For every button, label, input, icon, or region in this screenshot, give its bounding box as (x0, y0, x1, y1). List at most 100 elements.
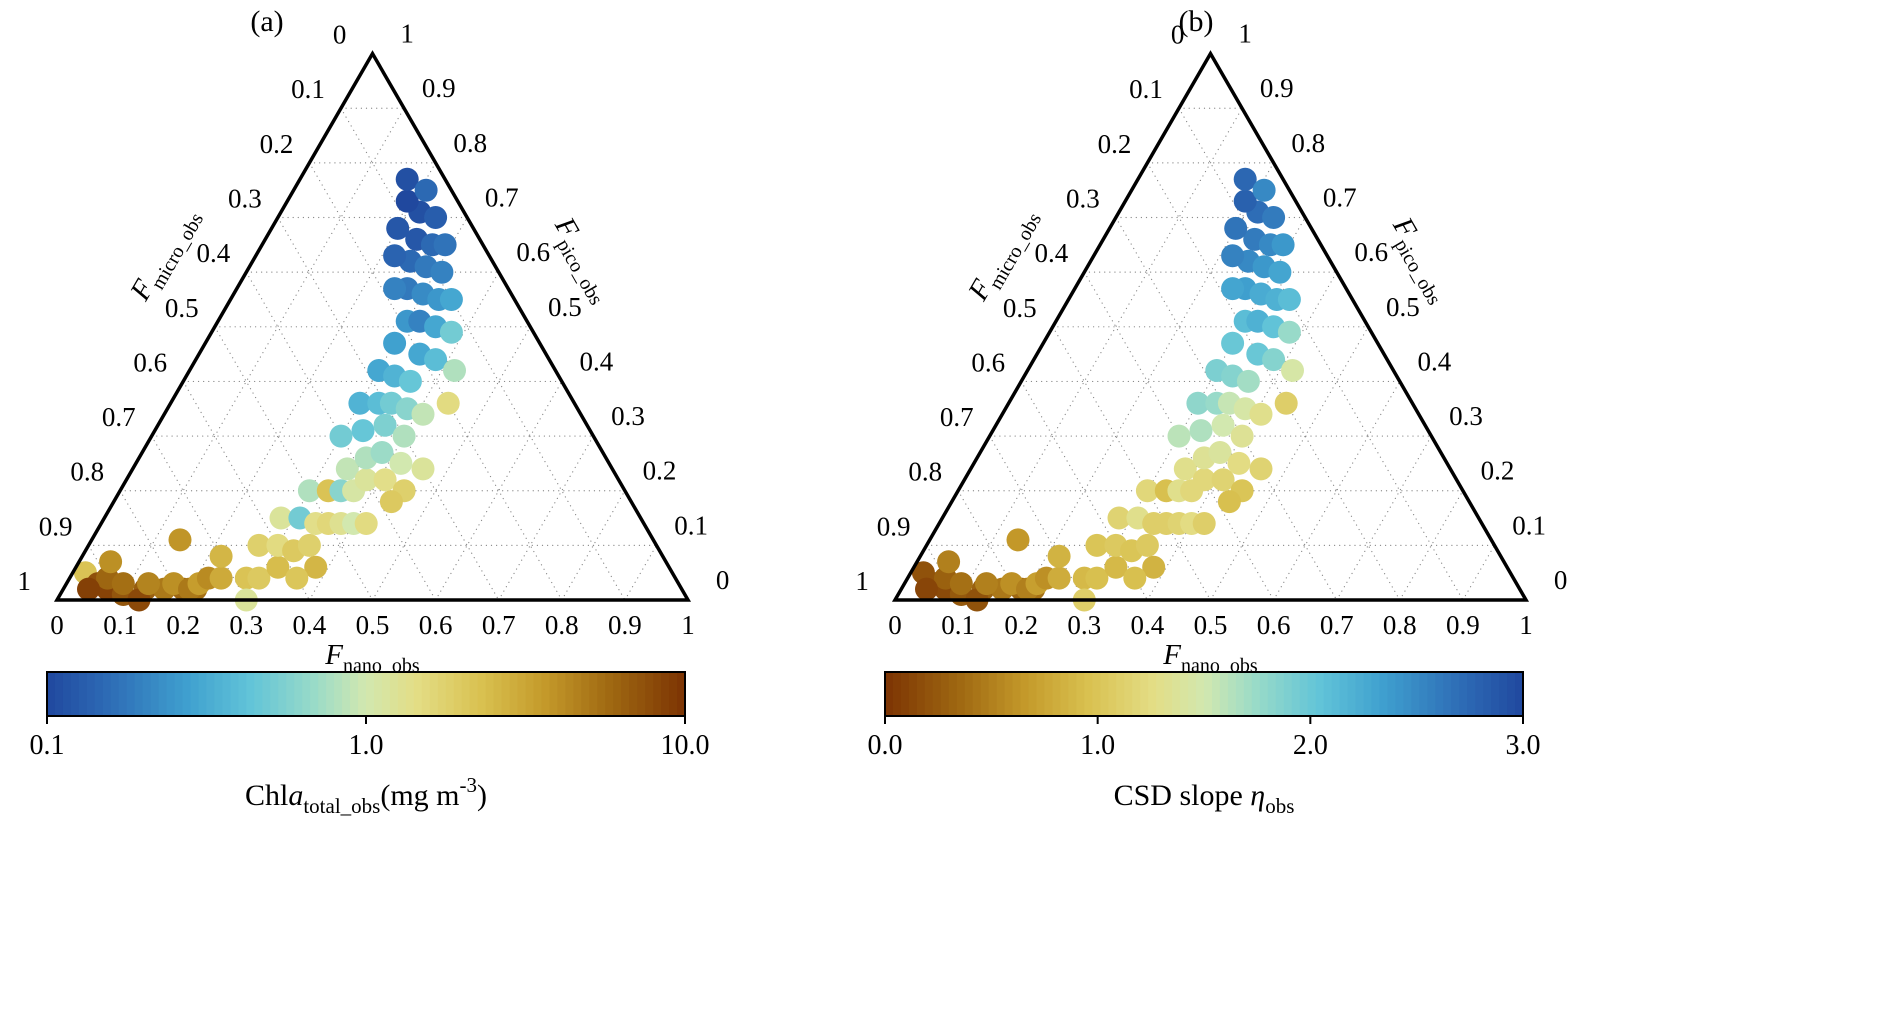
tick-label-right: 0.8 (1291, 128, 1325, 158)
colorbar-segment (110, 672, 120, 716)
colorbar-segment (1052, 672, 1062, 716)
colorbar-segment (1491, 672, 1500, 716)
colorbar-segment (1379, 672, 1389, 716)
colorbar-segment (469, 672, 479, 716)
colorbar-segment (254, 672, 263, 716)
data-point (1085, 533, 1109, 557)
tick-label-bottom: 0.4 (1131, 610, 1165, 640)
colorbar-segment (1124, 672, 1133, 716)
colorbar-tick-label: 10.0 (661, 730, 710, 761)
tick-label-left: 0.6 (971, 347, 1005, 377)
grid-line (119, 490, 184, 601)
data-point (1107, 506, 1131, 530)
colorbar-segment (1259, 672, 1269, 716)
tick-label-bottom: 0 (888, 610, 902, 640)
colorbar-segment (517, 672, 527, 716)
tick-label-bottom: 0.4 (293, 610, 327, 640)
grid-line (624, 544, 658, 601)
colorbar-segment (437, 672, 447, 716)
tick-label-left: 0.8 (70, 457, 104, 487)
data-point (949, 572, 973, 596)
colorbar-segment (1140, 672, 1149, 716)
colorbar-segment (1132, 672, 1141, 716)
colorbar-segment (1196, 672, 1205, 716)
colorbar-segment (270, 672, 279, 716)
colorbar-segment (1164, 672, 1173, 716)
data-point (1233, 167, 1257, 191)
tick-label-right: 0.2 (643, 456, 677, 486)
colorbar-segment (908, 672, 918, 716)
data-point (209, 544, 233, 568)
tick-label-right: 0 (716, 565, 730, 595)
data-point (389, 451, 413, 475)
colorbar-segment (1188, 672, 1197, 716)
data-point (373, 468, 397, 492)
colorbar-segment (118, 672, 128, 716)
data-point (285, 566, 309, 590)
colorbar-segment (1235, 672, 1245, 716)
tick-label-right: 0.1 (1512, 510, 1546, 540)
tick-label-bottom: 0.2 (1004, 610, 1038, 640)
ternary-plot-a: 0 0.1 0.2 0.3 0.4 0.5 0.6 0.7 0.8 0.9 1 1 0.9 0.8 0.7 0… (17, 19, 730, 818)
data-point (1277, 288, 1301, 311)
colorbar-segment (1076, 672, 1085, 716)
colorbar-segment (1507, 672, 1516, 716)
data-point (395, 167, 419, 191)
grid-line (214, 326, 374, 601)
data-point (1173, 457, 1197, 481)
data-point (433, 233, 457, 257)
grid-line (1209, 326, 1369, 601)
tick-label-bottom: 0.6 (419, 610, 453, 640)
colorbar-segment (405, 672, 415, 716)
colorbar-segment (1012, 672, 1022, 716)
data-point (392, 424, 416, 448)
tick-label-bottom: 0.5 (356, 610, 390, 640)
colorbar-segment (1275, 672, 1285, 716)
panel-a-letter: (a) (250, 5, 284, 38)
colorbar-segment (1371, 672, 1381, 716)
colorbar-segment (1339, 672, 1349, 716)
tick-label-bottom: 0.9 (608, 610, 642, 640)
colorbar-segment (573, 672, 582, 716)
colorbar-segment (1211, 672, 1221, 716)
tick-label-right: 0.5 (548, 292, 582, 322)
tick-label-right: 0.7 (485, 183, 519, 213)
data-point (297, 533, 321, 557)
colorbar-segment (62, 672, 72, 716)
colorbar-segment (988, 672, 998, 716)
data-point (937, 550, 961, 574)
tick-label-right: 0.2 (1481, 456, 1515, 486)
colorbar-segment (1044, 672, 1054, 716)
colorbar-segment (1251, 672, 1261, 716)
tick-label-bottom: 0 (50, 610, 64, 640)
colorbar-segment (150, 672, 160, 716)
tick-label-left: 0.4 (197, 238, 231, 268)
data-point (436, 391, 460, 415)
tick-label-bottom: 0.1 (103, 610, 137, 640)
colorbar-segment (182, 672, 192, 716)
data-point (1217, 490, 1241, 514)
tick-label-left: 0 (1171, 20, 1185, 50)
data-point (439, 320, 463, 344)
colorbar-segment (158, 672, 168, 716)
data-point (1221, 277, 1245, 301)
grid-line (1336, 435, 1432, 601)
colorbar-segment (669, 672, 678, 716)
colorbar-segment (1451, 672, 1460, 716)
tick-label-left: 0.2 (1098, 129, 1132, 159)
colorbar-segment (126, 672, 136, 716)
tick-label-right: 0.4 (580, 346, 614, 376)
colorbar-segment (1419, 672, 1428, 716)
data-point (1221, 244, 1245, 268)
colorbar-segment (246, 672, 255, 716)
colorbar-segment (358, 672, 367, 716)
colorbar-segment (310, 672, 319, 716)
colorbar-segment (1219, 672, 1229, 716)
data-point (354, 512, 378, 535)
colorbar-segment (47, 672, 56, 716)
data-point (1104, 555, 1128, 579)
data-point (1271, 233, 1295, 257)
data-point (1192, 512, 1216, 535)
colorbar-segment (342, 672, 351, 716)
colorbar-tick-label: 1.0 (1080, 730, 1115, 761)
